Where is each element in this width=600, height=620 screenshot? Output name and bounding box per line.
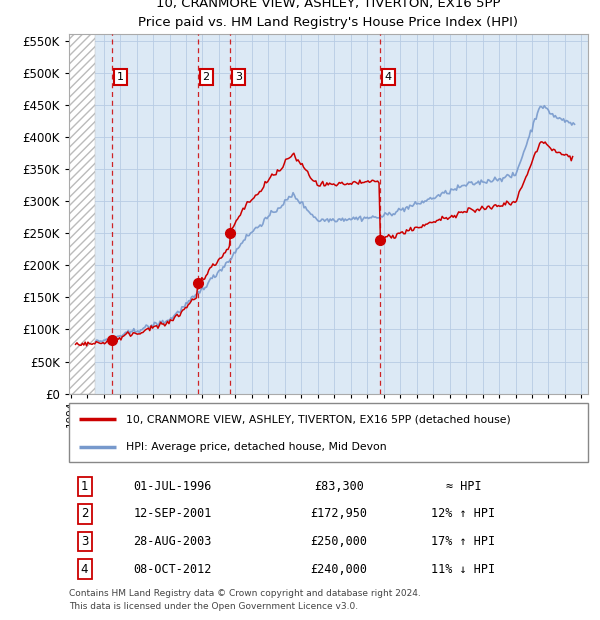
Text: ≈ HPI: ≈ HPI — [446, 480, 481, 493]
Text: £172,950: £172,950 — [310, 508, 367, 520]
Text: 1: 1 — [117, 73, 124, 82]
Text: 01-JUL-1996: 01-JUL-1996 — [134, 480, 212, 493]
Text: 28-AUG-2003: 28-AUG-2003 — [134, 535, 212, 548]
Text: £83,300: £83,300 — [314, 480, 364, 493]
Text: This data is licensed under the Open Government Licence v3.0.: This data is licensed under the Open Gov… — [69, 602, 358, 611]
Text: 1: 1 — [81, 480, 88, 493]
Text: 11% ↓ HPI: 11% ↓ HPI — [431, 562, 496, 575]
Text: 10, CRANMORE VIEW, ASHLEY, TIVERTON, EX16 5PP (detached house): 10, CRANMORE VIEW, ASHLEY, TIVERTON, EX1… — [126, 415, 511, 425]
Text: 3: 3 — [235, 73, 242, 82]
Text: 2: 2 — [203, 73, 210, 82]
FancyBboxPatch shape — [69, 403, 588, 462]
Bar — [69, 34, 95, 394]
Text: 12-SEP-2001: 12-SEP-2001 — [134, 508, 212, 520]
Text: 4: 4 — [385, 73, 392, 82]
Bar — [69, 34, 95, 394]
Text: 2: 2 — [81, 508, 88, 520]
Text: HPI: Average price, detached house, Mid Devon: HPI: Average price, detached house, Mid … — [126, 442, 387, 452]
Text: 3: 3 — [81, 535, 88, 548]
Title: 10, CRANMORE VIEW, ASHLEY, TIVERTON, EX16 5PP
Price paid vs. HM Land Registry's : 10, CRANMORE VIEW, ASHLEY, TIVERTON, EX1… — [139, 0, 518, 29]
Text: £250,000: £250,000 — [310, 535, 367, 548]
Text: 4: 4 — [81, 562, 88, 575]
Text: £240,000: £240,000 — [310, 562, 367, 575]
Text: Contains HM Land Registry data © Crown copyright and database right 2024.: Contains HM Land Registry data © Crown c… — [69, 590, 421, 598]
Text: 17% ↑ HPI: 17% ↑ HPI — [431, 535, 496, 548]
Text: 12% ↑ HPI: 12% ↑ HPI — [431, 508, 496, 520]
Text: 08-OCT-2012: 08-OCT-2012 — [134, 562, 212, 575]
